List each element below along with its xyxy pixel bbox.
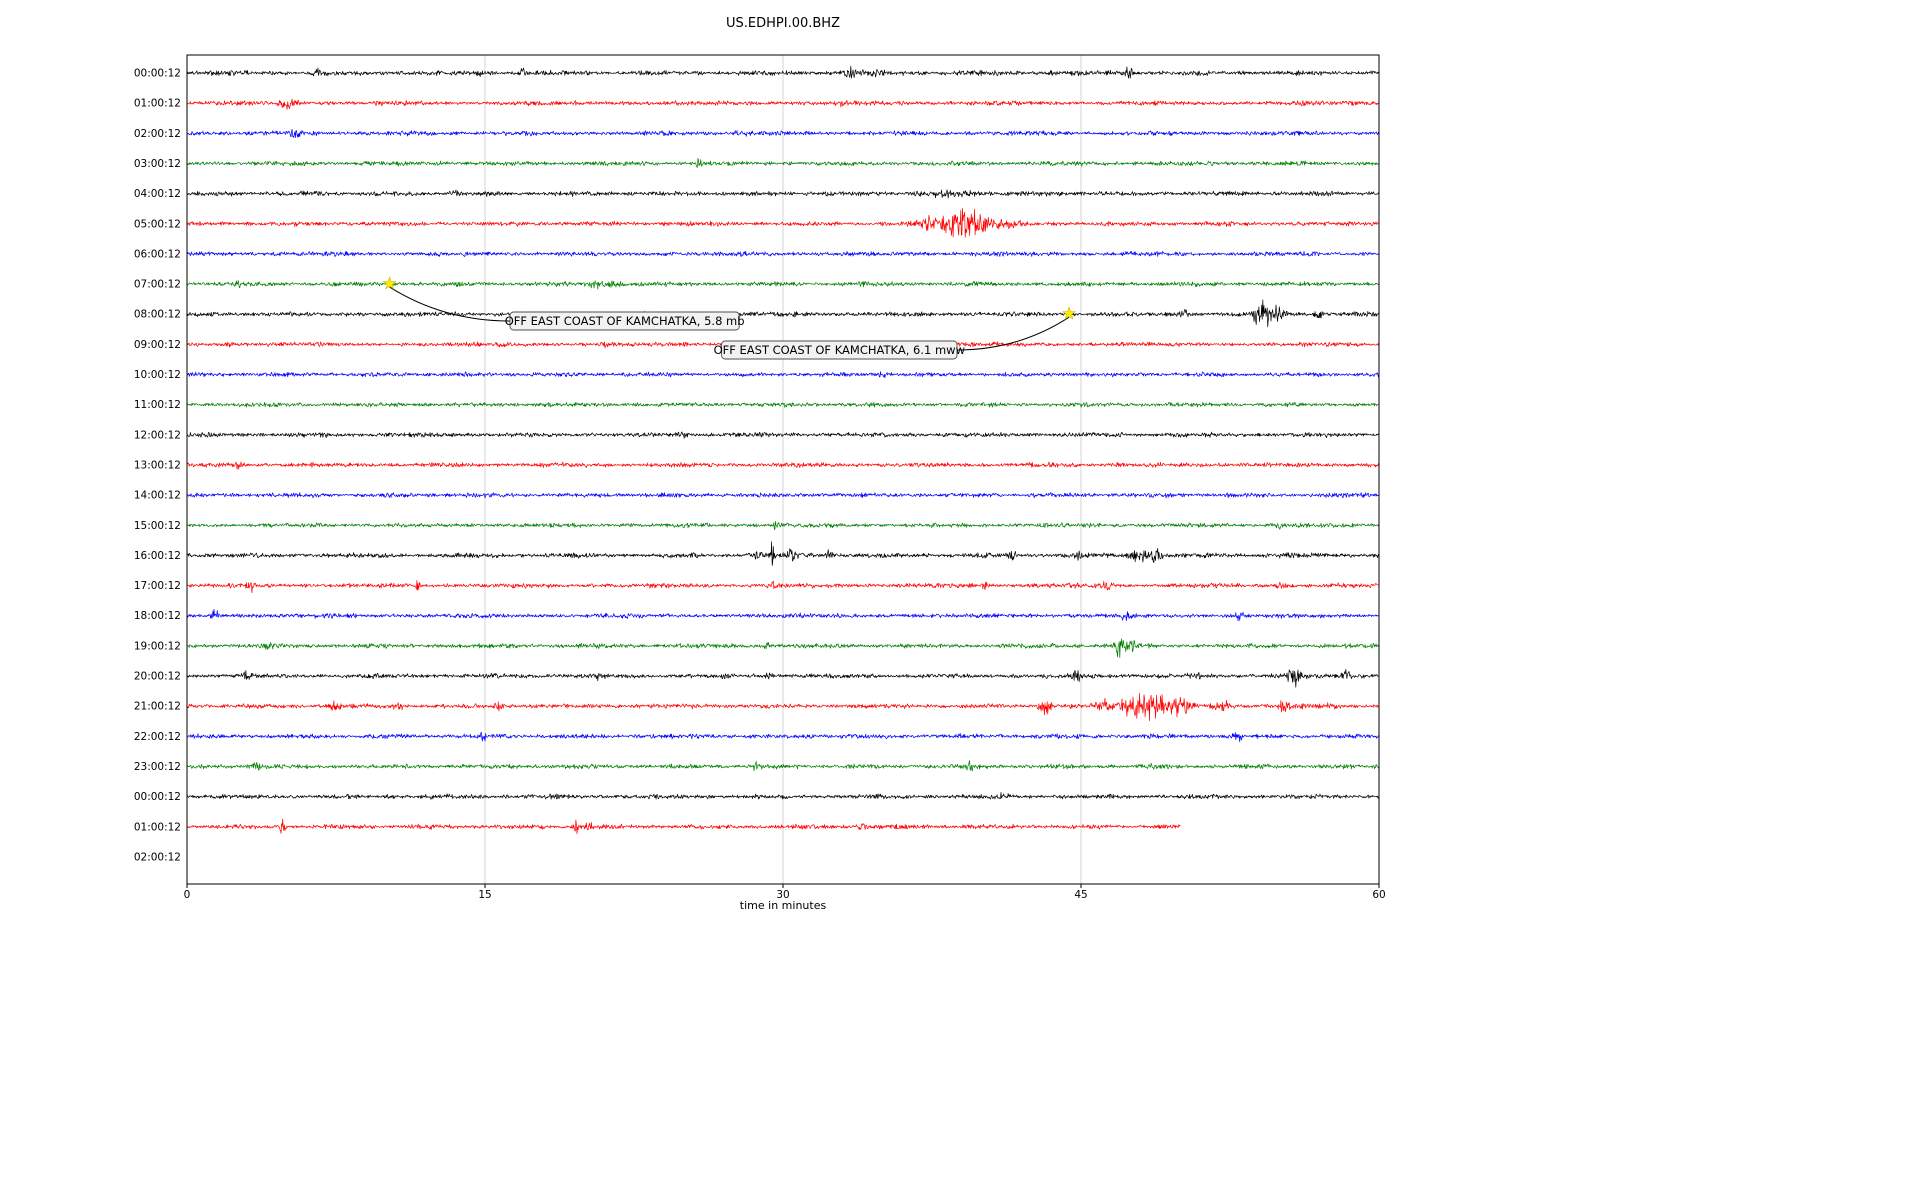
x-tick-label: 60 — [1372, 889, 1385, 901]
row-time-label: 02:00:12 — [134, 851, 181, 863]
annotation-connector — [956, 316, 1070, 351]
annotation-connector — [389, 286, 511, 322]
trace-row-24 — [187, 792, 1379, 800]
trace-row-14 — [187, 492, 1379, 499]
trace-row-16 — [187, 541, 1379, 566]
x-tick-label: 15 — [478, 889, 491, 901]
annotation-text: OFF EAST COAST OF KAMCHATKA, 6.1 mww — [714, 343, 965, 357]
row-time-label: 16:00:12 — [134, 550, 181, 562]
trace-row-18 — [187, 609, 1379, 622]
x-tick-label: 45 — [1074, 889, 1087, 901]
trace-row-3 — [187, 157, 1379, 168]
trace-row-22 — [187, 731, 1379, 743]
row-time-label: 09:00:12 — [134, 339, 181, 351]
row-time-label: 12:00:12 — [134, 429, 181, 441]
row-time-label: 07:00:12 — [134, 279, 181, 291]
trace-row-1 — [187, 98, 1379, 110]
row-time-label: 20:00:12 — [134, 671, 181, 683]
trace-row-20 — [187, 669, 1379, 688]
x-tick-label: 30 — [776, 889, 789, 901]
trace-row-5 — [187, 207, 1379, 238]
trace-row-0 — [187, 65, 1379, 79]
annotation-box — [509, 311, 740, 331]
row-time-label: 02:00:12 — [134, 128, 181, 140]
row-time-label: 01:00:12 — [134, 98, 181, 110]
trace-row-4 — [187, 189, 1379, 199]
trace-row-6 — [187, 250, 1379, 258]
row-time-label: 00:00:12 — [134, 68, 181, 80]
x-ticks-group: 0 15 30 45 60 — [184, 884, 1386, 901]
row-time-label: 10:00:12 — [134, 369, 181, 381]
trace-row-19 — [187, 638, 1379, 659]
x-tick-label: 0 — [184, 889, 191, 901]
trace-row-21 — [187, 693, 1379, 721]
chart-title: US.EDHPI.00.BHZ — [726, 16, 840, 31]
row-labels-group: 00:00:12 01:00:12 02:00:12 03:00:12 04:00:12… — [134, 68, 181, 864]
row-time-label: 15:00:12 — [134, 520, 181, 532]
grid-group — [186, 55, 1380, 884]
row-time-label: 21:00:12 — [134, 701, 181, 713]
trace-row-17 — [187, 580, 1379, 594]
event-star-icon — [382, 276, 397, 290]
trace-row-23 — [187, 760, 1379, 772]
row-time-label: 19:00:12 — [134, 640, 181, 652]
row-time-label: 22:00:12 — [134, 731, 181, 743]
row-time-label: 04:00:12 — [134, 188, 181, 200]
trace-row-25 — [187, 818, 1181, 835]
row-time-label: 05:00:12 — [134, 218, 181, 230]
traces-group — [187, 65, 1379, 835]
row-time-label: 11:00:12 — [134, 399, 181, 411]
row-time-label: 13:00:12 — [134, 459, 181, 471]
trace-row-15 — [187, 521, 1379, 530]
annotation-text: OFF EAST COAST OF KAMCHATKA, 5.8 mb — [505, 314, 745, 328]
row-time-label: 00:00:12 — [134, 791, 181, 803]
event-star-icon — [1062, 306, 1077, 320]
row-time-label: 08:00:12 — [134, 309, 181, 321]
row-time-label: 17:00:12 — [134, 580, 181, 592]
row-time-label: 01:00:12 — [134, 821, 181, 833]
trace-row-12 — [187, 431, 1379, 439]
trace-row-10 — [187, 371, 1379, 379]
row-time-label: 18:00:12 — [134, 610, 181, 622]
annotation-box — [721, 340, 958, 360]
row-time-label: 23:00:12 — [134, 761, 181, 773]
annotations-group: OFF EAST COAST OF KAMCHATKA, 5.8 mb OFF E… — [382, 276, 1077, 360]
x-axis-label: time in minutes — [739, 899, 827, 912]
row-time-label: 14:00:12 — [134, 490, 181, 502]
trace-row-2 — [187, 129, 1379, 138]
trace-row-13 — [187, 461, 1379, 470]
trace-row-8 — [187, 299, 1379, 328]
trace-row-11 — [187, 401, 1379, 408]
row-time-label: 06:00:12 — [134, 248, 181, 260]
row-time-label: 03:00:12 — [134, 158, 181, 170]
